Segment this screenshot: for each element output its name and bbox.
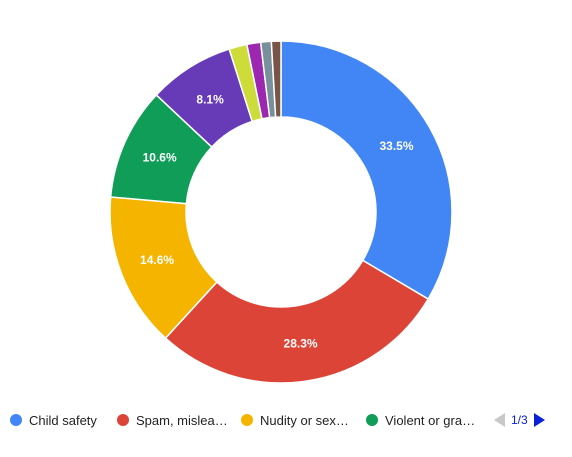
legend-item-violent[interactable]: Violent or gra…	[366, 408, 478, 432]
donut-slice-1[interactable]	[164, 259, 430, 384]
slice-label-4: 8.1%	[196, 92, 224, 106]
legend-swatch	[241, 414, 253, 426]
page-indicator: 1/3	[511, 413, 528, 427]
legend-item-nudity[interactable]: Nudity or sex…	[241, 408, 356, 432]
legend-swatch	[10, 414, 22, 426]
legend-pager: 1/3	[494, 408, 545, 432]
donut-slice-0[interactable]	[280, 40, 453, 301]
slice-label-3: 10.6%	[143, 151, 177, 165]
donut-slice-8[interactable]	[270, 40, 282, 118]
legend-swatch	[117, 414, 129, 426]
donut-chart-svg: 33.5% 28.3% 14.6% 10.6% 8.1%	[109, 40, 453, 384]
legend-label: Child safety	[29, 412, 97, 428]
legend-item-spam[interactable]: Spam, mislea…	[117, 408, 232, 432]
legend-label: Violent or gra…	[385, 412, 476, 428]
slice-label-2: 14.6%	[140, 253, 174, 267]
slice-label-0: 33.5%	[380, 139, 414, 153]
legend-item-child-safety[interactable]: Child safety	[10, 408, 110, 432]
legend-label: Spam, mislea…	[136, 412, 228, 428]
next-page-icon[interactable]	[533, 413, 545, 427]
legend-label: Nudity or sex…	[260, 412, 349, 428]
legend-swatch	[366, 414, 378, 426]
chart-legend: Child safety Spam, mislea… Nudity or sex…	[0, 408, 572, 432]
previous-page-icon	[494, 413, 505, 427]
slice-label-1: 28.3%	[284, 337, 318, 351]
